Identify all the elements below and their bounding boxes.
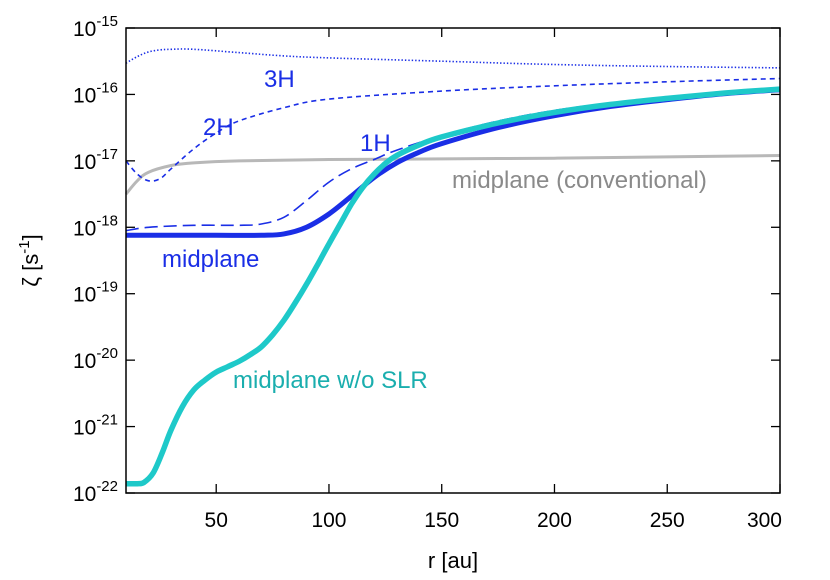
y-axis-title-base: ζ [s [18,254,43,287]
x-tick-label: 50 [205,509,228,532]
y-axis-title-tail: ] [18,234,43,240]
annotation-midplane: midplane [162,246,259,273]
x-tick-label: 250 [650,509,685,532]
annotation-2h: 2H [203,114,234,141]
x-tick-label: 200 [537,509,572,532]
y-axis-title: ζ [s-1] [16,234,43,286]
x-tick-label: 150 [424,509,459,532]
y-tick-label: 10-20 [73,345,118,373]
y-tick-label: 10-18 [73,212,118,240]
tick-labels-layer: 50 100 150 200 250 300 10-22 10-21 10-20 10-19 10-… [73,13,782,532]
y-tick-label: 10-22 [73,478,118,506]
series-line-midplane-w-o-slr [125,86,781,487]
annotation-midplane-conventional: midplane (conventional) [452,167,707,194]
series-line-3h [125,48,781,69]
ticks-layer [126,27,781,494]
plot-frame [125,27,781,494]
y-tick-label: 10-16 [73,79,118,107]
annotation-1h: 1H [360,130,391,157]
y-tick-label: 10-15 [73,13,118,41]
y-axis-title-sup: -1 [16,240,33,253]
x-axis-title: r [au] [428,548,478,573]
y-tick-label: 10-21 [73,412,118,440]
x-tick-label: 100 [311,509,346,532]
annotation-3h: 3H [264,66,295,93]
annotation-midplane-wo-slr: midplane w/o SLR [233,367,428,394]
y-tick-label: 10-17 [73,146,118,174]
x-tick-label: 300 [747,509,782,532]
series-line-midplane-conventional [124,154,781,196]
series-layer [124,48,781,487]
y-tick-label: 10-19 [73,279,118,307]
